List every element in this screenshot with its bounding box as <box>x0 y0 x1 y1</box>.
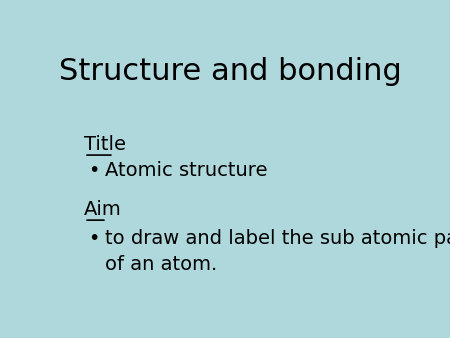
Text: Structure and bonding: Structure and bonding <box>59 57 402 86</box>
Text: Title: Title <box>84 135 126 154</box>
Text: Atomic structure: Atomic structure <box>105 161 268 180</box>
Text: to draw and label the sub atomic particles: to draw and label the sub atomic particl… <box>105 229 450 248</box>
Text: •: • <box>88 161 99 180</box>
Text: Aim: Aim <box>84 200 122 219</box>
Text: of an atom.: of an atom. <box>105 255 217 274</box>
Text: •: • <box>88 229 99 248</box>
